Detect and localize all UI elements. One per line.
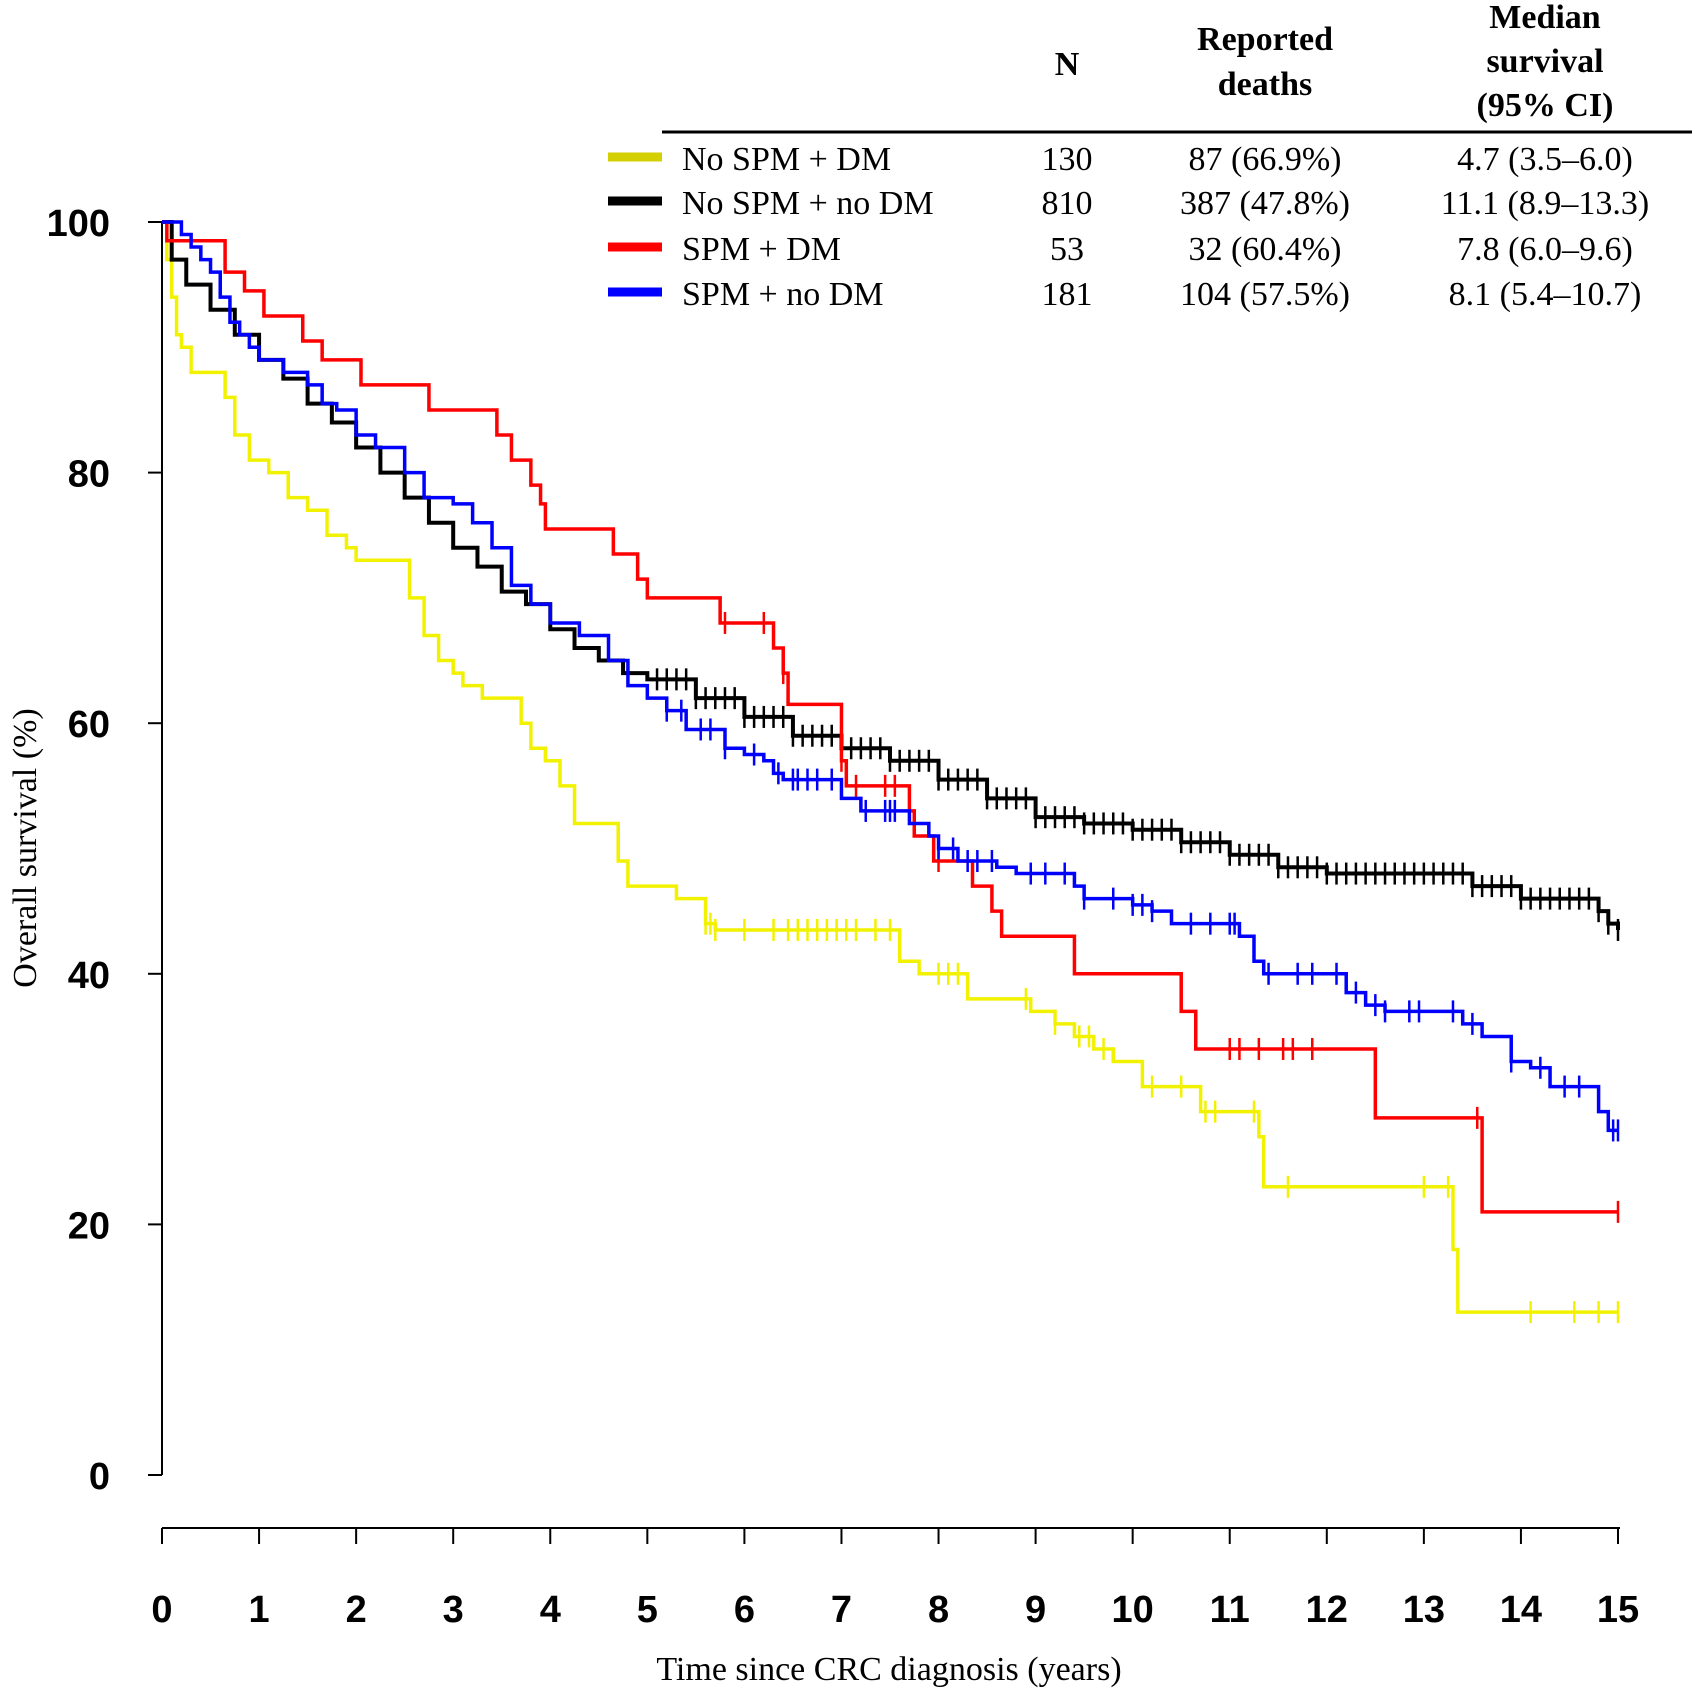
legend-row: SPM + no DM 181 104 (57.5%) 8.1 (5.4–10.… xyxy=(608,276,1641,313)
y-tick-label: 40 xyxy=(68,955,110,997)
legend-median: 8.1 (5.4–10.7) xyxy=(1449,276,1642,313)
plot-area xyxy=(162,220,1620,1324)
y-tick-label: 100 xyxy=(47,203,110,245)
x-tick-label: 11 xyxy=(1210,1589,1250,1631)
x-tick-label: 15 xyxy=(1597,1589,1639,1631)
y-axis-title: Overall survival (%) xyxy=(7,708,44,987)
legend-header-deaths-1: Reported xyxy=(1197,21,1333,58)
x-tick-label: 10 xyxy=(1112,1589,1154,1631)
x-tick-label: 6 xyxy=(734,1589,755,1631)
x-tick-label: 9 xyxy=(1025,1589,1046,1631)
legend-deaths: 32 (60.4%) xyxy=(1189,231,1342,268)
y-tick-label: 20 xyxy=(68,1205,110,1247)
series-no-spm-dm xyxy=(162,220,1620,1324)
legend-n: 181 xyxy=(1042,276,1093,313)
x-tick-label: 3 xyxy=(443,1589,464,1631)
legend-median: 7.8 (6.0–9.6) xyxy=(1457,231,1633,268)
x-tick-label: 13 xyxy=(1403,1589,1445,1631)
legend-n: 810 xyxy=(1042,185,1093,222)
x-tick-label: 5 xyxy=(637,1589,658,1631)
legend-row: No SPM + no DM 810 387 (47.8%) 11.1 (8.9… xyxy=(608,185,1649,222)
legend-deaths: 104 (57.5%) xyxy=(1180,276,1350,313)
legend-label: SPM + DM xyxy=(682,231,841,268)
legend-label: SPM + no DM xyxy=(682,276,884,313)
legend-row: No SPM + DM 130 87 (66.9%) 4.7 (3.5–6.0) xyxy=(608,141,1633,178)
legend-header-median-3: (95% CI) xyxy=(1477,87,1614,124)
legend-header-median-1: Median xyxy=(1489,0,1601,36)
series-spm-no-dm xyxy=(162,220,1620,1142)
legend-label: No SPM + no DM xyxy=(682,185,934,222)
legend-deaths: 87 (66.9%) xyxy=(1189,141,1342,178)
series-no-spm-no-dm xyxy=(162,220,1620,941)
survival-curve xyxy=(162,220,1618,1314)
legend-median: 11.1 (8.9–13.3) xyxy=(1441,185,1649,222)
legend-header-deaths-2: deaths xyxy=(1218,66,1312,103)
legend-deaths: 387 (47.8%) xyxy=(1180,185,1350,222)
x-tick-label: 14 xyxy=(1500,1589,1542,1631)
legend-row: SPM + DM 53 32 (60.4%) 7.8 (6.0–9.6) xyxy=(608,231,1633,268)
series-spm-dm xyxy=(162,220,1620,1223)
x-tick-label: 8 xyxy=(928,1589,949,1631)
y-tick-label: 60 xyxy=(68,704,110,746)
y-axis-ticks: 0 20 40 60 80 100 xyxy=(47,203,162,1498)
y-tick-label: 80 xyxy=(68,454,110,496)
x-tick-label: 1 xyxy=(248,1589,269,1631)
legend-table: N Reported deaths Median survival (95% C… xyxy=(608,0,1692,313)
legend-header-n: N xyxy=(1055,46,1080,83)
x-tick-label: 12 xyxy=(1306,1589,1348,1631)
x-tick-label: 2 xyxy=(346,1589,367,1631)
legend-median: 4.7 (3.5–6.0) xyxy=(1457,141,1633,178)
x-axis-title: Time since CRC diagnosis (years) xyxy=(656,1651,1121,1688)
legend-header-median-2: survival xyxy=(1486,43,1603,80)
survival-curve xyxy=(162,220,1618,1133)
x-tick-label: 0 xyxy=(151,1589,172,1631)
survival-curve xyxy=(162,220,1620,930)
legend-n: 130 xyxy=(1042,141,1093,178)
x-axis-ticks: 0 1 2 3 4 5 6 7 8 9 10 11 12 13 14 15 xyxy=(151,1528,1639,1631)
survival-curve xyxy=(162,220,1618,1214)
x-tick-label: 7 xyxy=(831,1589,852,1631)
legend-label: No SPM + DM xyxy=(682,141,891,178)
legend-n: 53 xyxy=(1050,231,1084,268)
y-tick-label: 0 xyxy=(89,1456,110,1498)
x-tick-label: 4 xyxy=(540,1589,561,1631)
